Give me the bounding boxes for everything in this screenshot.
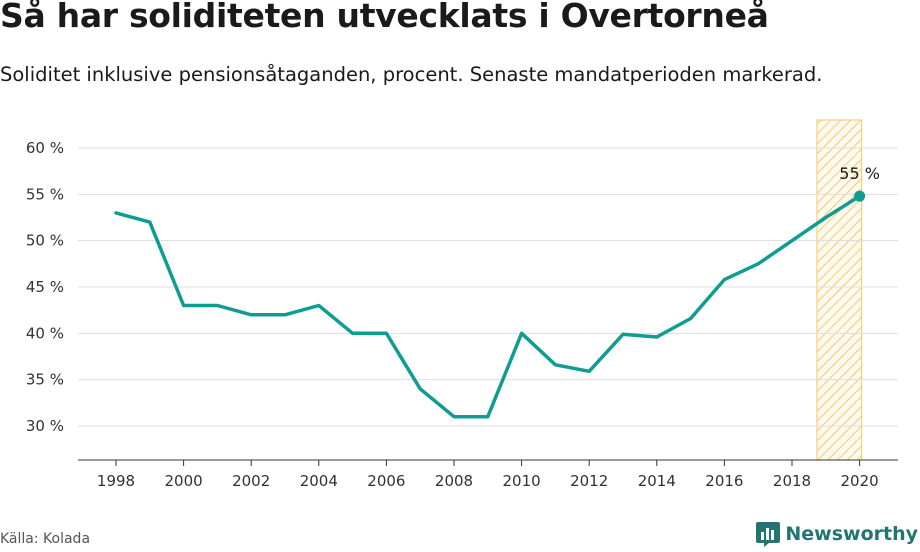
- x-tick-label: 2012: [570, 472, 608, 490]
- x-tick-label: 2008: [435, 472, 473, 490]
- x-tick-label: 2020: [841, 472, 879, 490]
- x-tick-label: 2004: [300, 472, 338, 490]
- y-tick-label: 55 %: [26, 185, 64, 203]
- y-tick-label: 40 %: [26, 324, 64, 342]
- source-note: Källa: Kolada: [0, 531, 91, 547]
- brand-name: Newsworthy: [785, 523, 918, 545]
- mandate-period-highlight: [816, 119, 863, 461]
- y-tick-label: 45 %: [26, 278, 64, 296]
- y-tick-label: 30 %: [26, 417, 64, 435]
- y-tick-label: 35 %: [26, 371, 64, 389]
- line-chart: 30 % 35 % 40 % 45 % 50 % 55 % 60 % 1998 2000 200…: [26, 119, 898, 490]
- y-tick-label: 50 %: [26, 232, 64, 250]
- x-tick-label: 2014: [638, 472, 676, 490]
- x-tick-label: 2006: [367, 472, 405, 490]
- x-tick-label: 2002: [232, 472, 270, 490]
- x-tick-label: 2000: [165, 472, 203, 490]
- end-point-marker: [854, 190, 866, 202]
- y-tick-label: 60 %: [26, 139, 64, 157]
- x-tick-label: 2016: [705, 472, 743, 490]
- end-value-label: 55 %: [839, 164, 880, 183]
- chart-title: Så har soliditeten utvecklats i Overtorn…: [0, 0, 769, 35]
- x-tick-label: 2018: [773, 472, 811, 490]
- chart-subtitle: Soliditet inklusive pensionsåtaganden, p…: [0, 63, 823, 86]
- brand-logo: Newsworthy: [755, 520, 918, 548]
- x-tick-label: 2010: [503, 472, 541, 490]
- newsworthy-logo-icon: [756, 522, 781, 547]
- x-tick-label: 1998: [97, 472, 135, 490]
- series-line: [114, 194, 862, 419]
